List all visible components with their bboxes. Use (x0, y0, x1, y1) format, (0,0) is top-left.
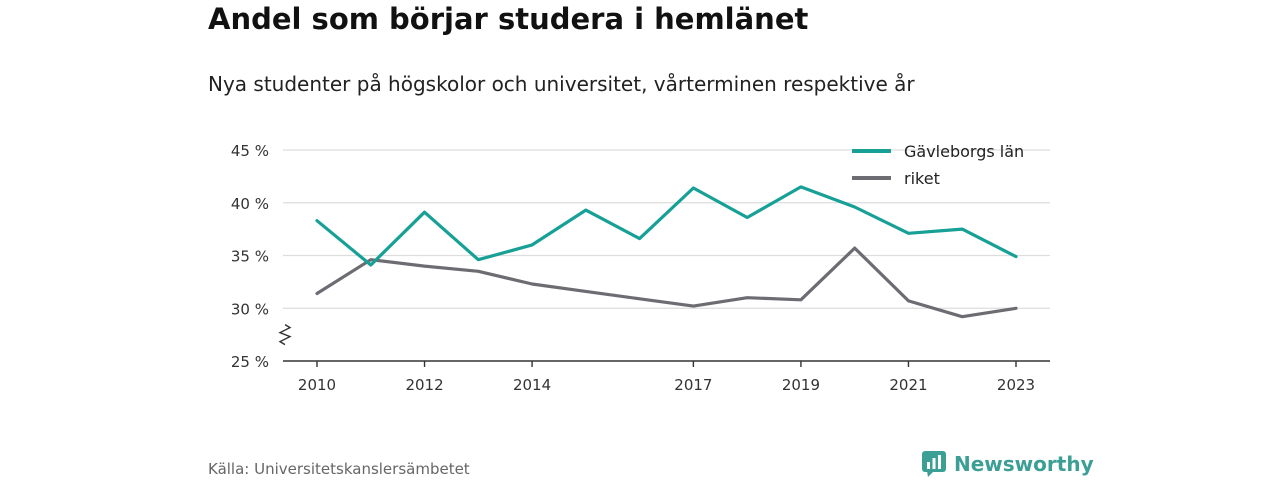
x-tick-label: 2021 (889, 376, 927, 394)
x-tick-label: 2012 (405, 376, 443, 394)
legend-label: Gävleborgs län (904, 142, 1024, 161)
brand-name: Newsworthy (954, 452, 1094, 476)
chart-subtitle: Nya studenter på högskolor och universit… (208, 72, 915, 96)
grid-layer (283, 149, 1050, 309)
y-tick-label: 30 % (231, 300, 269, 318)
source-note: Källa: Universitetskanslersämbetet (208, 460, 470, 478)
x-tick-label: 2019 (782, 376, 820, 394)
chart-title: Andel som börjar studera i hemlänet (208, 2, 809, 36)
series-layer (315, 185, 1018, 319)
y-tick-label: 40 % (231, 195, 269, 213)
x-tick-label: 2017 (674, 376, 712, 394)
axis-break-marker (278, 324, 292, 346)
chart-legend: Gävleborgs län riket (852, 142, 1024, 188)
series-line-1 (315, 185, 1018, 267)
y-tick-label: 45 % (231, 142, 269, 160)
x-tick-label: 2023 (997, 376, 1035, 394)
newsworthy-icon (922, 451, 946, 477)
x-tick-label: 2014 (513, 376, 551, 394)
x-tick-label: 2010 (298, 376, 336, 394)
line-chart: 25 % 30 % 35 % 40 % 45 % 2010 2012 2014 2017 2019… (231, 142, 1050, 394)
y-tick-label: 25 % (231, 353, 269, 371)
series-line-2 (315, 246, 1018, 319)
axis-layer: 25 % 30 % 35 % 40 % 45 % 2010 2012 2014 2017 2019… (231, 142, 1050, 394)
legend-label: riket (904, 169, 940, 188)
y-tick-label: 35 % (231, 248, 269, 266)
newsworthy-logo[interactable]: Newsworthy (922, 451, 1094, 477)
